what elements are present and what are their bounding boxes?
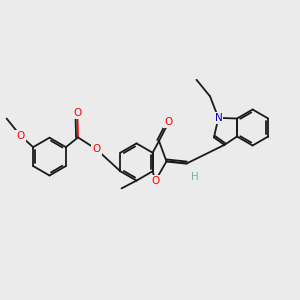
Text: O: O <box>73 108 82 118</box>
Text: O: O <box>164 117 173 128</box>
Text: N: N <box>214 113 222 123</box>
Text: O: O <box>151 176 160 186</box>
Text: H: H <box>190 172 198 182</box>
Text: O: O <box>16 130 25 141</box>
Text: O: O <box>92 144 101 154</box>
